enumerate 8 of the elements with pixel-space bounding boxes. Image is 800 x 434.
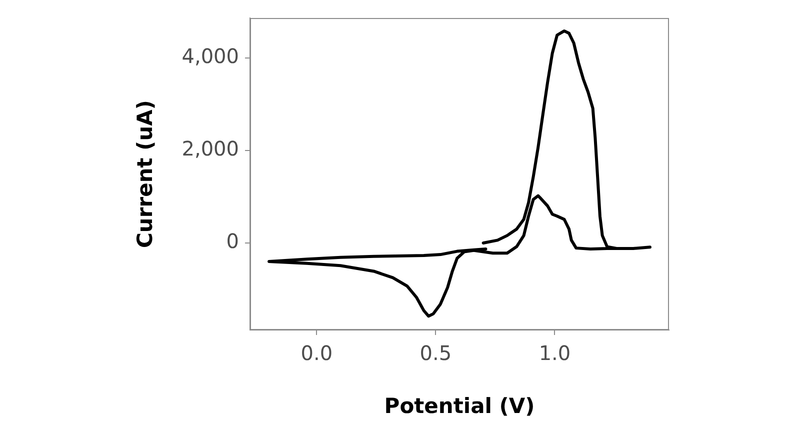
y-tick-label: 4,000 [182,44,239,68]
x-tick-label: 1.0 [538,341,571,366]
x-axis-title: Potential (V) [384,394,535,418]
x-tick-label: 0.5 [420,341,452,366]
y-tick-label: 2,000 [182,136,239,161]
x-tick-label: 0.0 [300,341,333,366]
y-axis-title: Current (uA) [133,100,158,248]
y-tick-label: 0 [226,229,239,254]
